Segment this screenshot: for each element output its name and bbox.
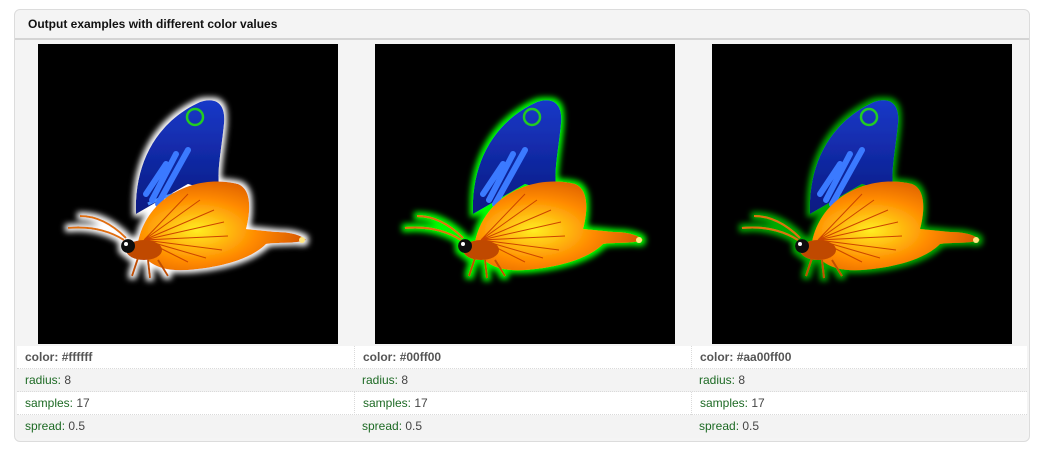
- spread-value: 0.5: [405, 419, 423, 433]
- spread-cell-2: spread: 0.5: [354, 415, 691, 438]
- butterfly-glow-image: [67, 100, 306, 279]
- samples-value: 17: [76, 396, 90, 410]
- butterfly-image-1: [38, 44, 338, 344]
- color-key: color:: [25, 350, 59, 364]
- title-divider: [15, 38, 1029, 40]
- samples-key: samples:: [363, 396, 412, 410]
- color-value: #00ff00: [399, 350, 442, 364]
- color-value: #aa00ff00: [736, 350, 792, 364]
- spread-key: spread:: [25, 419, 66, 433]
- samples-key: samples:: [700, 396, 749, 410]
- color-key: color:: [363, 350, 397, 364]
- samples-key: samples:: [25, 396, 74, 410]
- table-row-samples: samples: 17 samples: 17 samples: 17: [17, 392, 1027, 415]
- radius-key: radius:: [699, 373, 736, 387]
- samples-value: 17: [414, 396, 428, 410]
- spread-cell-3: spread: 0.5: [691, 415, 1028, 438]
- samples-cell-3: samples: 17: [691, 392, 1028, 415]
- spread-value: 0.5: [68, 419, 86, 433]
- butterfly-image-3: [712, 44, 1012, 344]
- table-row-spread: spread: 0.5 spread: 0.5 spread: 0.5: [17, 415, 1027, 438]
- radius-cell-2: radius: 8: [354, 369, 691, 392]
- color-cell-2: color: #00ff00: [354, 346, 691, 369]
- radius-value: 8: [64, 373, 72, 387]
- color-value: #ffffff: [61, 350, 93, 364]
- table-row-radius: radius: 8 radius: 8 radius: 8: [17, 369, 1027, 392]
- radius-value: 8: [401, 373, 409, 387]
- spread-key: spread:: [362, 419, 403, 433]
- color-cell-1: color: #ffffff: [17, 346, 354, 369]
- examples-panel: Output examples with different color val…: [14, 9, 1030, 442]
- samples-value: 17: [751, 396, 765, 410]
- example-column-3: [712, 44, 1012, 344]
- color-key: color:: [700, 350, 734, 364]
- example-column-2: [375, 44, 675, 344]
- properties-table: color: #ffffff color: #00ff00 color: #aa…: [17, 346, 1027, 438]
- radius-key: radius:: [362, 373, 399, 387]
- butterfly-glow-image: [404, 100, 643, 279]
- samples-cell-1: samples: 17: [17, 392, 354, 415]
- spread-cell-1: spread: 0.5: [17, 415, 354, 438]
- example-column-1: [38, 44, 338, 344]
- panel-title: Output examples with different color val…: [28, 17, 278, 31]
- samples-cell-2: samples: 17: [354, 392, 691, 415]
- radius-cell-1: radius: 8: [17, 369, 354, 392]
- spread-value: 0.5: [742, 419, 760, 433]
- radius-cell-3: radius: 8: [691, 369, 1028, 392]
- butterfly-image-2: [375, 44, 675, 344]
- butterfly-glow-image: [741, 100, 980, 279]
- radius-value: 8: [738, 373, 746, 387]
- radius-key: radius:: [25, 373, 62, 387]
- table-row-color: color: #ffffff color: #00ff00 color: #aa…: [17, 346, 1027, 369]
- color-cell-3: color: #aa00ff00: [691, 346, 1028, 369]
- spread-key: spread:: [699, 419, 740, 433]
